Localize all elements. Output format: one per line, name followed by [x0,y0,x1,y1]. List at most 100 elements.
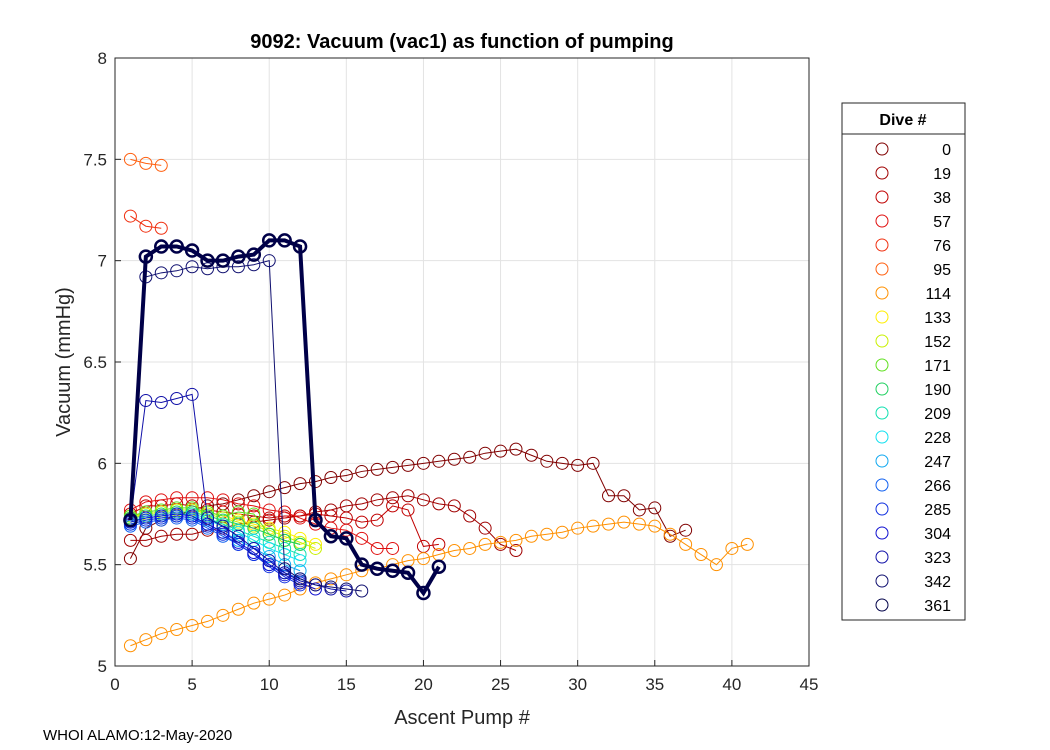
data-point [170,623,184,637]
legend-entry: 171 [875,358,951,375]
x-tick-label: 25 [491,675,510,694]
legend-entry: 228 [875,430,951,447]
legend-marker [875,406,889,420]
data-point [139,156,153,170]
legend-entry: 304 [875,526,951,543]
data-point [154,396,168,410]
data-point [215,253,231,268]
data-point [293,537,307,551]
data-point [632,503,646,517]
legend-entries: 0 19 38 57 76 95 114 133 152 171 190 209 228 247 266 28… [875,142,951,615]
legend-marker [875,262,889,276]
legend-marker [875,574,889,588]
data-point [324,572,338,586]
data-point [509,533,523,547]
data-point [139,533,153,547]
data-point [370,513,384,527]
legend-label: 361 [924,598,951,615]
data-point [447,543,461,557]
data-point [432,454,446,468]
data-point [247,541,261,555]
data-point [231,497,245,511]
data-point [231,260,245,274]
data-point [663,527,677,541]
data-point [385,563,400,578]
data-point [154,509,168,523]
data-point [355,464,369,478]
data-point [278,525,292,539]
legend-label: 57 [933,214,951,231]
data-point [293,572,307,586]
data-point [139,219,153,233]
data-point [632,517,646,531]
data-point [509,543,523,557]
series-line-76 [130,215,162,229]
data-point [602,489,616,503]
legend-marker [875,238,889,252]
data-point [308,541,322,555]
data-point [386,491,400,505]
data-point [369,561,385,576]
data-point [261,233,277,248]
data-point [185,387,199,401]
x-tick-label: 20 [414,675,433,694]
data-point [355,584,369,598]
legend-label: 247 [924,454,951,471]
legend-label: 228 [924,430,951,447]
legend-label: 95 [933,262,951,279]
data-point [247,489,261,503]
data-point [123,209,137,223]
data-point [586,456,600,470]
legend-label: 114 [925,286,951,303]
data-point [123,533,137,547]
data-point [679,537,693,551]
footer-credit: WHOI ALAMO:12-May-2020 [43,727,233,744]
legend-label: 38 [933,190,951,207]
legend-title: Dive # [879,112,926,129]
legend-label: 0 [942,142,951,159]
legend-entry: 266 [875,478,951,495]
series-95 [123,152,168,172]
data-point [339,523,353,537]
data-point [401,503,415,517]
legend-marker [875,166,889,180]
data-point [123,152,137,166]
x-tick-label: 45 [800,675,819,694]
legend-entry: 247 [875,454,951,471]
data-point [293,554,307,568]
data-point [278,533,292,547]
data-point [262,554,276,568]
series-361 [123,233,447,601]
data-point [370,541,384,555]
data-point [138,249,154,264]
data-point [278,505,292,519]
legend-label: 133 [924,310,951,327]
data-point [262,592,276,606]
legend-entry: 19 [875,166,951,183]
data-point [277,233,292,248]
data-point [447,499,461,513]
data-point [262,485,276,499]
data-point [416,493,430,507]
data-point [540,527,554,541]
legend-marker [875,430,889,444]
data-point [370,493,384,507]
data-point [262,527,276,541]
x-tick-label: 40 [722,675,741,694]
data-point [139,633,153,647]
data-point [416,585,431,601]
data-point [586,519,600,533]
series-layer [123,152,754,653]
data-point [262,558,276,572]
data-point [185,509,199,523]
data-point [185,527,199,541]
legend-entry: 152 [875,334,951,351]
data-point [247,507,261,521]
data-point [201,491,215,505]
data-point [170,391,184,405]
legend-label: 190 [924,382,951,399]
data-point [571,521,585,535]
data-point [308,512,323,528]
data-point [416,552,430,566]
